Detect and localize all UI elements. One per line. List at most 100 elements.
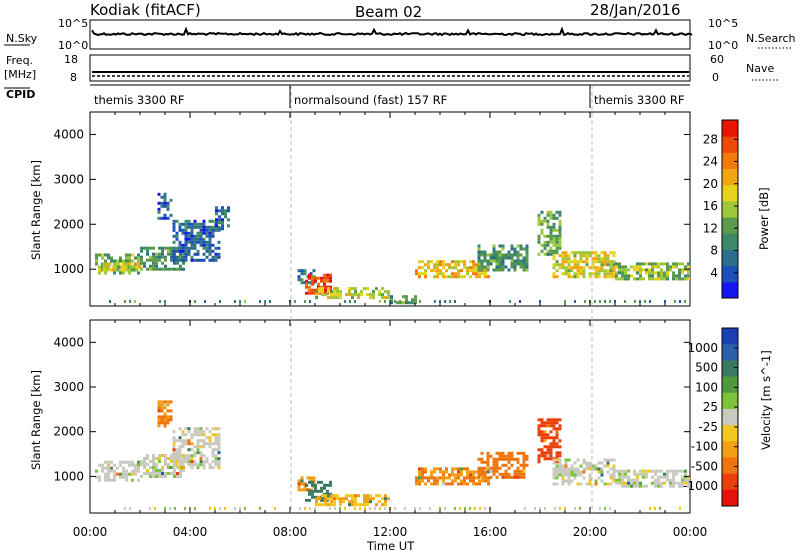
data-cell: [495, 457, 499, 461]
data-cell: [217, 463, 221, 467]
data-cell: [654, 262, 657, 266]
data-cell: [486, 265, 490, 269]
data-cell: [624, 475, 627, 479]
data-cell: [324, 503, 327, 507]
colorbar-swatch: [722, 360, 738, 378]
data-cell: [190, 222, 194, 226]
data-cell: [460, 473, 463, 477]
data-cell: [414, 298, 417, 302]
data-cell: [480, 469, 484, 473]
data-cell: [564, 251, 568, 255]
data-cell: [178, 246, 182, 250]
data-cell: [519, 244, 523, 248]
data-cell: [510, 247, 514, 251]
data-cell: [179, 258, 182, 262]
data-cell: [122, 460, 125, 464]
data-cell: [552, 228, 556, 232]
data-cell: [564, 507, 566, 510]
data-cell: [636, 481, 639, 485]
data-cell: [104, 475, 107, 479]
data-cell: [539, 507, 541, 510]
colorbar-swatch: [722, 328, 738, 345]
data-cell: [274, 507, 276, 510]
data-cell: [552, 237, 556, 241]
data-cell: [303, 485, 307, 489]
data-cell: [483, 472, 487, 476]
data-cell: [591, 263, 595, 267]
data-cell: [345, 293, 348, 297]
data-cell: [546, 234, 550, 238]
data-cell: [501, 259, 505, 263]
data-cell: [475, 275, 478, 279]
data-cell: [159, 300, 161, 303]
data-cell: [603, 482, 607, 486]
data-cell: [132, 265, 136, 269]
data-cell: [330, 494, 333, 498]
data-cell: [573, 263, 577, 267]
data-cell: [181, 255, 185, 259]
data-cell: [543, 234, 547, 238]
data-cell: [600, 479, 604, 483]
data-cell: [554, 507, 556, 510]
data-cell: [606, 254, 610, 258]
data-cell: [196, 252, 200, 256]
data-cell: [305, 285, 308, 289]
data-cell: [645, 475, 648, 479]
data-cell: [324, 500, 327, 504]
data-cell: [633, 484, 636, 488]
data-cell: [654, 484, 657, 488]
data-cell: [579, 464, 583, 468]
data-cell: [570, 251, 574, 255]
data-cell: [472, 470, 475, 474]
data-cell: [540, 439, 544, 443]
data-cell: [657, 484, 660, 488]
data-cell: [320, 498, 323, 502]
data-cell: [606, 263, 610, 267]
data-cell: [126, 268, 130, 272]
data-cell: [105, 268, 109, 272]
data-cell: [308, 492, 311, 496]
data-cell: [464, 507, 466, 510]
data-cell: [585, 251, 589, 255]
data-cell: [537, 460, 541, 464]
data-cell: [540, 222, 544, 226]
data-cell: [684, 274, 687, 278]
data-cell: [405, 301, 408, 305]
data-cell: [552, 216, 556, 220]
colorbar-tick-label: 16: [703, 199, 718, 213]
data-cell: [594, 269, 598, 273]
data-cell: [327, 503, 330, 507]
data-cell: [519, 265, 523, 269]
data-cell: [152, 264, 155, 268]
data-cell: [543, 421, 547, 425]
data-cell: [648, 469, 651, 473]
data-cell: [194, 300, 196, 303]
data-cell: [519, 472, 523, 476]
data-cell: [555, 260, 559, 264]
data-cell: [196, 466, 200, 470]
data-cell: [95, 469, 98, 473]
data-cell: [540, 219, 544, 223]
colorbar-tick-label: 25: [703, 400, 718, 414]
data-cell: [172, 255, 176, 259]
data-cell: [217, 255, 221, 259]
data-cell: [114, 265, 118, 269]
data-cell: [573, 467, 577, 471]
data-cell: [544, 507, 546, 510]
data-cell: [445, 467, 448, 471]
data-cell: [672, 484, 675, 488]
data-cell: [681, 262, 684, 266]
data-cell: [466, 476, 469, 480]
data-cell: [161, 246, 164, 250]
data-cell: [570, 479, 574, 483]
data-cell: [178, 249, 182, 253]
data-cell: [411, 301, 414, 305]
data-cell: [119, 472, 122, 476]
data-cell: [155, 466, 158, 469]
data-cell: [418, 479, 421, 483]
data-cell: [215, 224, 218, 228]
data-cell: [486, 463, 490, 467]
data-cell: [146, 252, 149, 256]
data-cell: [297, 269, 301, 273]
